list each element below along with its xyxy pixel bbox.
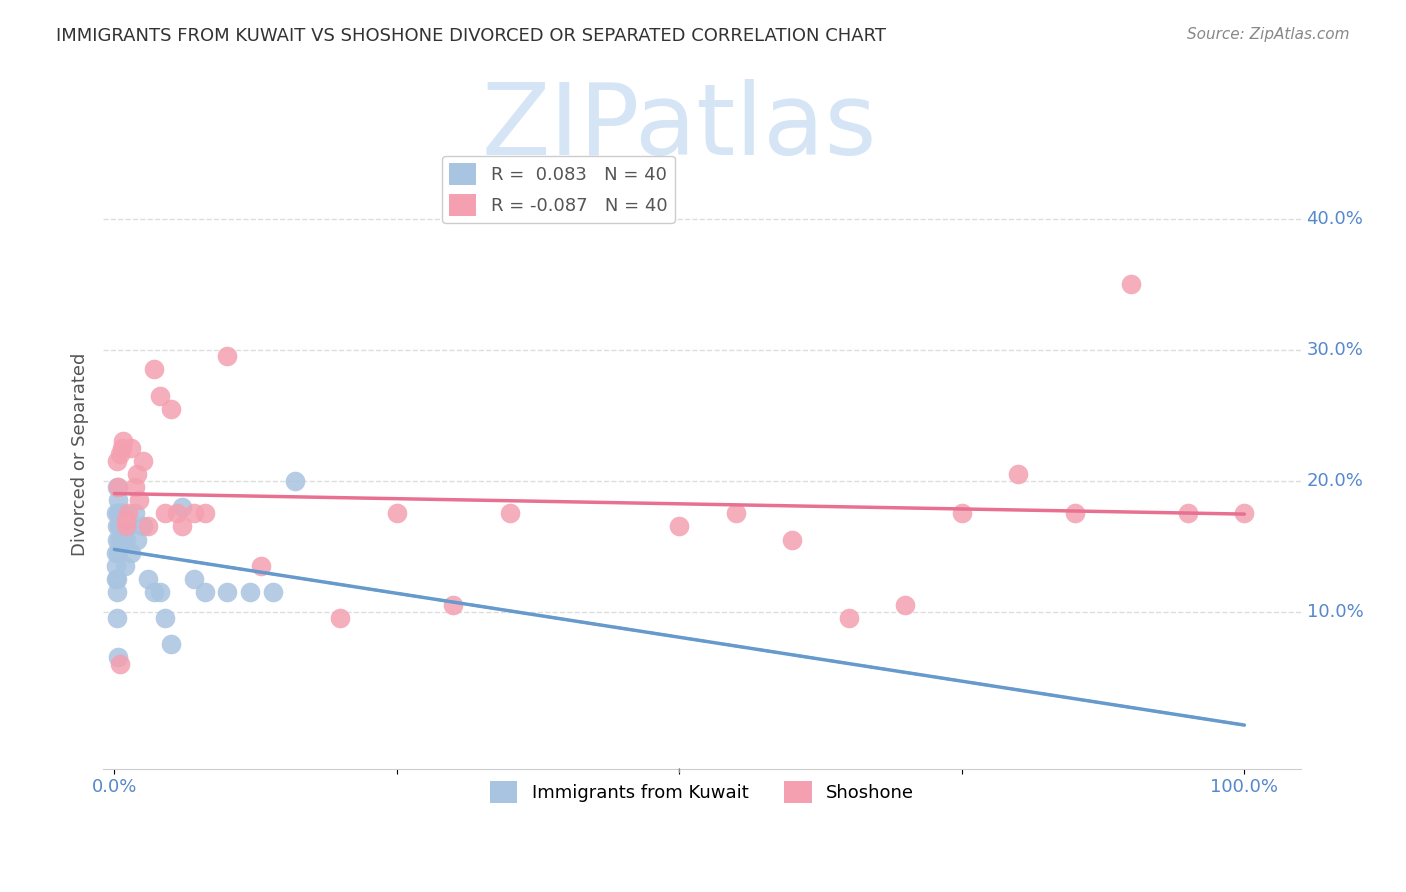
- Shoshone: [441, 598, 464, 612]
- Immigrants from Kuwait: [136, 572, 159, 586]
- Immigrants from Kuwait: [149, 585, 172, 599]
- Immigrants from Kuwait: [108, 519, 131, 533]
- Shoshone: [1233, 507, 1256, 521]
- Immigrants from Kuwait: [217, 585, 239, 599]
- Immigrants from Kuwait: [117, 519, 139, 533]
- Shoshone: [183, 507, 205, 521]
- Shoshone: [112, 434, 135, 449]
- Immigrants from Kuwait: [104, 507, 127, 521]
- Immigrants from Kuwait: [108, 533, 131, 547]
- Immigrants from Kuwait: [131, 519, 153, 533]
- Immigrants from Kuwait: [155, 611, 177, 625]
- Text: ZIPatlas: ZIPatlas: [482, 78, 877, 176]
- Shoshone: [782, 533, 804, 547]
- Shoshone: [125, 467, 148, 481]
- Immigrants from Kuwait: [284, 474, 307, 488]
- Shoshone: [194, 507, 217, 521]
- Shoshone: [131, 454, 153, 468]
- Shoshone: [838, 611, 860, 625]
- Shoshone: [120, 441, 142, 455]
- Immigrants from Kuwait: [108, 519, 131, 533]
- Shoshone: [668, 519, 690, 533]
- Immigrants from Kuwait: [160, 637, 183, 651]
- Shoshone: [114, 519, 136, 533]
- Text: 20.0%: 20.0%: [1306, 472, 1364, 490]
- Shoshone: [166, 507, 188, 521]
- Shoshone: [117, 507, 139, 521]
- Legend: Immigrants from Kuwait, Shoshone: Immigrants from Kuwait, Shoshone: [482, 773, 921, 810]
- Immigrants from Kuwait: [107, 650, 129, 665]
- Immigrants from Kuwait: [172, 500, 194, 514]
- Immigrants from Kuwait: [111, 533, 134, 547]
- Immigrants from Kuwait: [105, 611, 128, 625]
- Text: 10.0%: 10.0%: [1306, 602, 1364, 621]
- Shoshone: [149, 388, 172, 402]
- Immigrants from Kuwait: [112, 507, 135, 521]
- Shoshone: [155, 507, 177, 521]
- Text: IMMIGRANTS FROM KUWAIT VS SHOSHONE DIVORCED OR SEPARATED CORRELATION CHART: IMMIGRANTS FROM KUWAIT VS SHOSHONE DIVOR…: [56, 27, 886, 45]
- Shoshone: [385, 507, 408, 521]
- Immigrants from Kuwait: [104, 546, 127, 560]
- Immigrants from Kuwait: [120, 546, 142, 560]
- Shoshone: [136, 519, 159, 533]
- Shoshone: [250, 558, 273, 573]
- Immigrants from Kuwait: [104, 572, 127, 586]
- Shoshone: [160, 401, 183, 416]
- Shoshone: [124, 480, 146, 494]
- Shoshone: [724, 507, 747, 521]
- Immigrants from Kuwait: [108, 507, 131, 521]
- Shoshone: [894, 598, 917, 612]
- Shoshone: [128, 493, 150, 508]
- Immigrants from Kuwait: [262, 585, 284, 599]
- Shoshone: [1177, 507, 1199, 521]
- Immigrants from Kuwait: [105, 533, 128, 547]
- Shoshone: [1121, 277, 1143, 292]
- Immigrants from Kuwait: [143, 585, 166, 599]
- Shoshone: [217, 349, 239, 363]
- Shoshone: [105, 454, 128, 468]
- Immigrants from Kuwait: [107, 493, 129, 508]
- Text: Source: ZipAtlas.com: Source: ZipAtlas.com: [1187, 27, 1350, 42]
- Shoshone: [950, 507, 973, 521]
- Immigrants from Kuwait: [107, 507, 129, 521]
- Immigrants from Kuwait: [110, 507, 132, 521]
- Immigrants from Kuwait: [105, 572, 128, 586]
- Text: 40.0%: 40.0%: [1306, 210, 1364, 227]
- Immigrants from Kuwait: [183, 572, 205, 586]
- Shoshone: [107, 480, 129, 494]
- Shoshone: [329, 611, 352, 625]
- Immigrants from Kuwait: [107, 546, 129, 560]
- Shoshone: [108, 447, 131, 461]
- Immigrants from Kuwait: [104, 558, 127, 573]
- Immigrants from Kuwait: [239, 585, 262, 599]
- Immigrants from Kuwait: [194, 585, 217, 599]
- Immigrants from Kuwait: [114, 533, 136, 547]
- Immigrants from Kuwait: [114, 558, 136, 573]
- Immigrants from Kuwait: [105, 480, 128, 494]
- Immigrants from Kuwait: [105, 585, 128, 599]
- Shoshone: [111, 441, 134, 455]
- Text: 30.0%: 30.0%: [1306, 341, 1364, 359]
- Shoshone: [499, 507, 522, 521]
- Immigrants from Kuwait: [125, 533, 148, 547]
- Shoshone: [114, 513, 136, 527]
- Shoshone: [143, 362, 166, 376]
- Shoshone: [108, 657, 131, 671]
- Immigrants from Kuwait: [124, 507, 146, 521]
- Shoshone: [1063, 507, 1085, 521]
- Immigrants from Kuwait: [105, 519, 128, 533]
- Shoshone: [172, 519, 194, 533]
- Shoshone: [1007, 467, 1029, 481]
- Y-axis label: Divorced or Separated: Divorced or Separated: [72, 352, 89, 556]
